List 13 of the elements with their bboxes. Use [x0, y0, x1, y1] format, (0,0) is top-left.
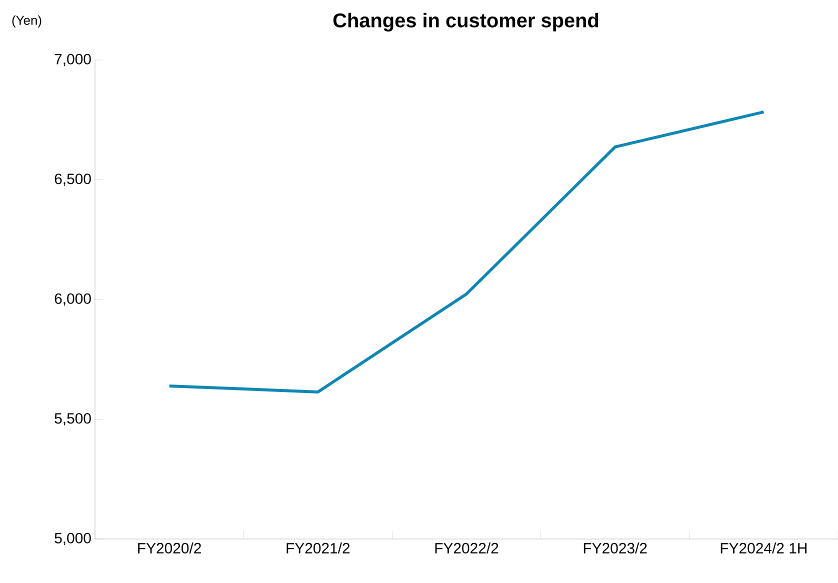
x-tick-label: FY2021/2 [286, 542, 350, 554]
x-tick-label: FY2022/2 [435, 542, 498, 554]
x-tick-label: FY2024/2 1H [720, 542, 806, 554]
y-tick-label: 7,000 [54, 54, 91, 66]
y-tick-label: 6,500 [54, 174, 91, 186]
y-axis-title: (Yen) [12, 15, 42, 28]
chart-title: Changes in customer spend [333, 12, 598, 32]
line-series [168, 110, 766, 394]
y-tick-label: 5,500 [54, 413, 91, 426]
y-tick-label: 5,000 [54, 532, 91, 546]
x-tick-label: FY2020/2 [138, 542, 201, 554]
y-tick-label: 6,000 [54, 293, 91, 306]
x-tick-label: FY2023/2 [584, 542, 647, 554]
